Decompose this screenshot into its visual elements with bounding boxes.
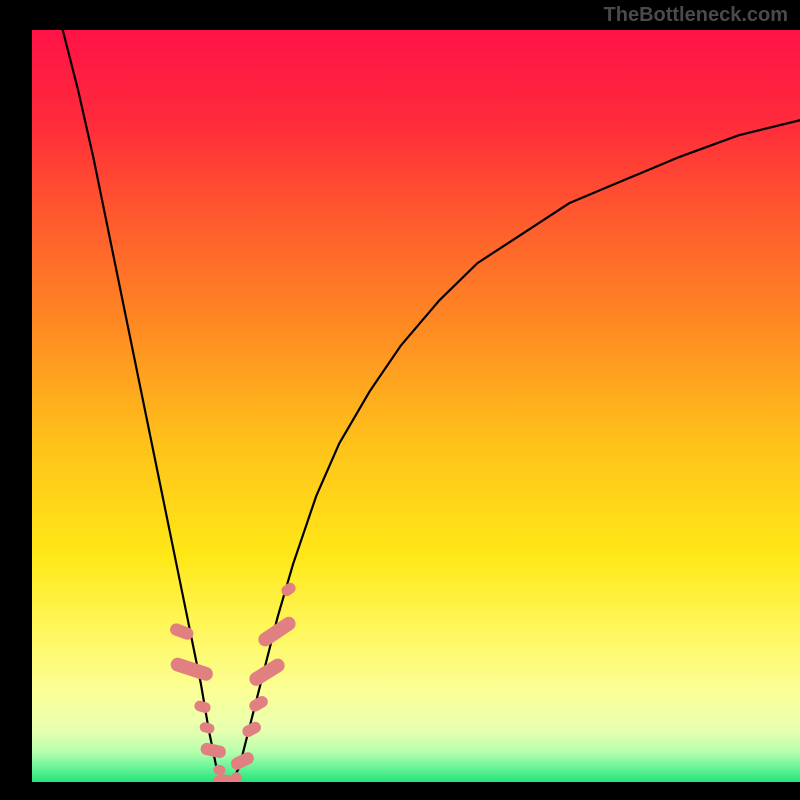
data-bead <box>199 742 227 759</box>
data-bead <box>247 694 270 714</box>
data-bead <box>213 764 227 776</box>
curve-layer <box>32 30 800 782</box>
data-bead <box>193 699 212 714</box>
watermark-text: TheBottleneck.com <box>604 4 788 27</box>
data-bead <box>279 581 297 599</box>
data-bead <box>199 721 216 734</box>
data-bead <box>169 656 215 683</box>
plot-area <box>32 30 800 782</box>
chart-container: TheBottleneck.com <box>0 0 800 800</box>
